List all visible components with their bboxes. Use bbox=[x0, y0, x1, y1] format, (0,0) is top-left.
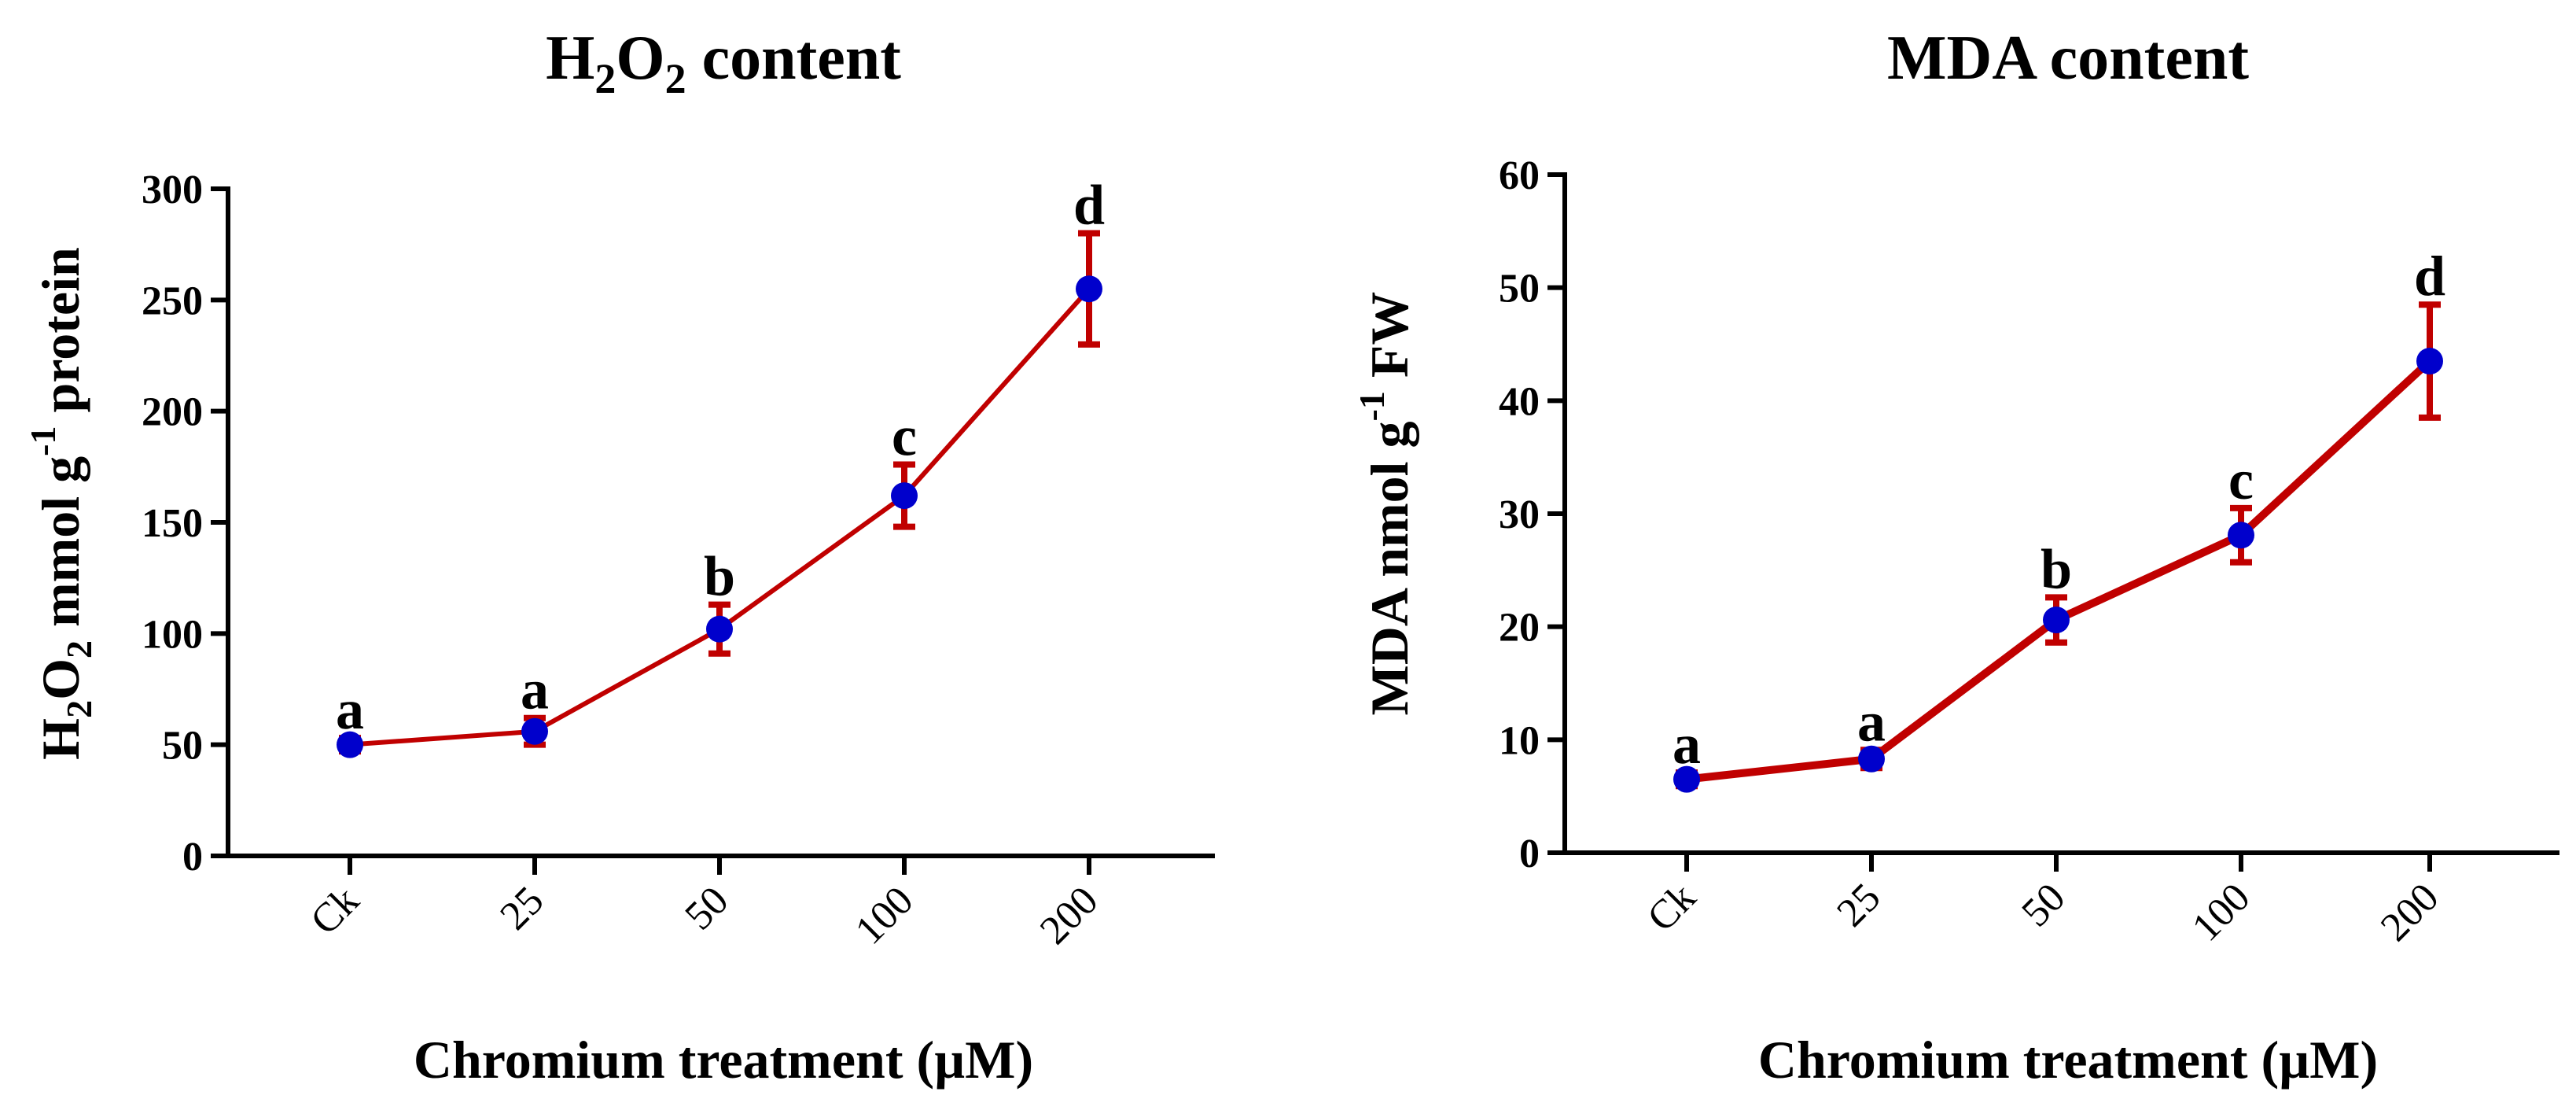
h2o2-significance-letter: d bbox=[1073, 174, 1105, 237]
mda-y-tick-label: 30 bbox=[1499, 492, 1540, 537]
h2o2-significance-letter: a bbox=[336, 678, 364, 741]
mda-y-tick-label: 40 bbox=[1499, 379, 1540, 424]
h2o2-data-point bbox=[337, 731, 363, 758]
h2o2-y-tick-label: 100 bbox=[142, 612, 203, 657]
mda-data-point bbox=[2228, 522, 2254, 549]
mda-chart-title: MDA content bbox=[1887, 24, 2249, 93]
h2o2-series-line bbox=[349, 287, 1091, 747]
mda-plot-area: 0 10 20 30 40 50 60 Ck 25 50 100 200 a a b c d bbox=[1499, 153, 2559, 950]
mda-y-tick-label: 0 bbox=[1519, 832, 1540, 876]
h2o2-y-tick-label: 200 bbox=[142, 390, 203, 435]
h2o2-data-point bbox=[521, 717, 548, 745]
mda-data-point bbox=[2416, 348, 2443, 375]
mda-significance-letter: a bbox=[1857, 690, 1886, 753]
mda-y-tick-label: 10 bbox=[1499, 718, 1540, 763]
mda-y-tick-label: 20 bbox=[1499, 606, 1540, 651]
h2o2-y-tick-label: 150 bbox=[142, 501, 203, 546]
h2o2-x-tick-label: 200 bbox=[1032, 878, 1106, 953]
mda-data-point bbox=[1858, 745, 1885, 773]
mda-x-tick-label: 25 bbox=[1828, 875, 1889, 935]
mda-y-tick-label: 50 bbox=[1499, 267, 1540, 312]
h2o2-significance-letter: a bbox=[521, 658, 549, 721]
h2o2-panel: H2O2 content H2O2 mmol g-1 protein Chrom… bbox=[23, 24, 1215, 1090]
h2o2-y-tick-label: 250 bbox=[142, 278, 203, 323]
h2o2-x-axis-label: Chromium treatment (µM) bbox=[414, 1030, 1033, 1090]
mda-significance-letter: a bbox=[1673, 713, 1701, 776]
h2o2-significance-letter: c bbox=[892, 405, 917, 468]
h2o2-y-tick-label: 300 bbox=[142, 168, 203, 212]
h2o2-chart-title: H2O2 content bbox=[546, 24, 901, 102]
mda-y-axis-label: MDA nmol g-1 FW bbox=[1352, 292, 1419, 716]
mda-data-point bbox=[2043, 607, 2070, 634]
mda-x-tick-label: 200 bbox=[2372, 875, 2447, 950]
h2o2-data-point bbox=[1076, 275, 1102, 303]
mda-x-tick-label: 50 bbox=[2013, 875, 2074, 935]
h2o2-y-tick-label: 0 bbox=[182, 835, 203, 880]
mda-significance-letter: d bbox=[2414, 245, 2445, 308]
h2o2-plot-area: 0 50 100 150 200 250 300 Ck 25 50 100 200 a a b c d bbox=[142, 168, 1215, 953]
h2o2-data-point bbox=[706, 615, 733, 643]
h2o2-x-tick-label: Ck bbox=[302, 878, 367, 943]
mda-x-axis-label: Chromium treatment (µM) bbox=[1758, 1030, 2378, 1090]
h2o2-significance-letter: b bbox=[704, 545, 735, 608]
mda-x-tick-label: 100 bbox=[2184, 875, 2258, 950]
mda-data-point bbox=[1673, 765, 1700, 793]
h2o2-x-tick-label: 100 bbox=[847, 878, 922, 953]
mda-x-tick-label: Ck bbox=[1639, 875, 1704, 940]
mda-panel: MDA content MDA nmol g-1 FW Chromium tre… bbox=[1352, 24, 2559, 1090]
mda-y-tick-label: 60 bbox=[1499, 153, 1540, 198]
h2o2-x-tick-label: 25 bbox=[491, 878, 552, 939]
h2o2-y-tick-label: 50 bbox=[162, 724, 203, 769]
mda-significance-letter: c bbox=[2228, 448, 2254, 511]
mda-significance-letter: b bbox=[2041, 537, 2072, 600]
h2o2-x-tick-label: 50 bbox=[676, 878, 737, 939]
h2o2-y-axis-label: H2O2 mmol g-1 protein bbox=[23, 247, 99, 760]
h2o2-data-point bbox=[891, 482, 918, 510]
